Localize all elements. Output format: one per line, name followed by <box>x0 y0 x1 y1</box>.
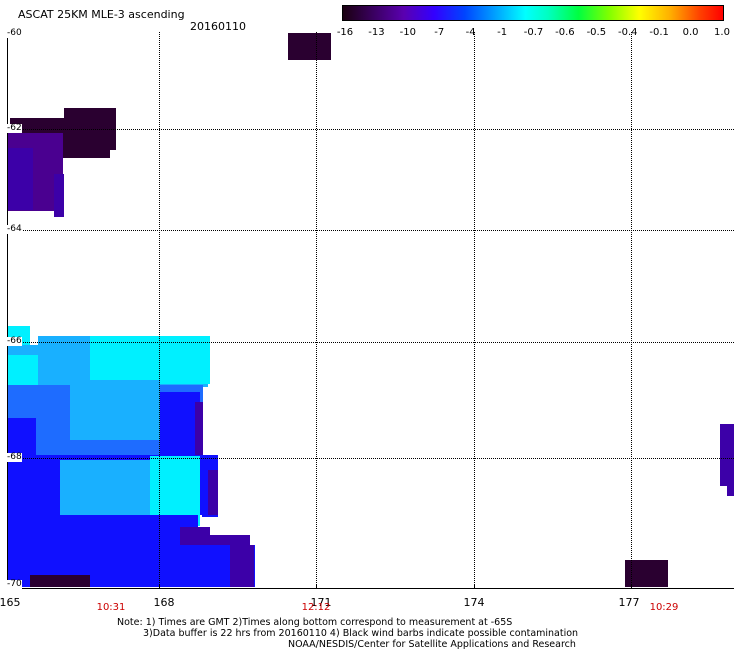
wind-cell <box>195 402 203 458</box>
colorbar-tick-label: -0.7 <box>523 27 544 38</box>
lat-label: -68 <box>7 452 22 462</box>
colorbar-tick-label: -0.4 <box>617 27 638 38</box>
lon-tick <box>474 585 475 589</box>
grid-line-lon-171 <box>316 32 317 589</box>
wind-cell <box>160 392 200 456</box>
time-label: 10:31 <box>96 602 126 613</box>
colorbar-tick-label: -16 <box>336 27 354 38</box>
time-label: 10:29 <box>649 602 679 613</box>
lon-label: 177 <box>618 596 640 609</box>
lat-label: -60 <box>7 28 22 38</box>
colorbar-tick-label: -0.5 <box>586 27 607 38</box>
grid-line-lat-62 <box>7 129 734 130</box>
colorbar <box>342 5 724 21</box>
time-label: 12:12 <box>301 602 331 613</box>
lon-label: 174 <box>463 596 485 609</box>
wind-cell <box>288 33 331 60</box>
colorbar-tick-label: -4 <box>465 27 476 38</box>
colorbar-tick-label: -1 <box>497 27 508 38</box>
lon-label: 168 <box>153 596 175 609</box>
lat-label: -62 <box>7 123 22 133</box>
wind-cell <box>54 174 64 217</box>
wind-cell <box>727 484 734 496</box>
colorbar-tick-label: -13 <box>368 27 385 38</box>
grid-line-lat-66 <box>7 342 734 343</box>
grid-line-lat-64 <box>7 230 734 231</box>
colorbar-tick-label: -7 <box>434 27 445 38</box>
footnote-line-2: 3)Data buffer is 22 hrs from 20160110 4)… <box>143 628 579 639</box>
lat-label: -70 <box>7 579 22 589</box>
lat-label: -64 <box>7 224 22 234</box>
wind-cell <box>625 560 668 587</box>
colorbar-tick-label: 0.0 <box>682 27 699 38</box>
footnote-line-1: Note: 1) Times are GMT 2)Times along bot… <box>117 617 513 628</box>
wind-cell <box>208 470 218 515</box>
colorbar-tick-label: -0.1 <box>649 27 669 38</box>
wind-cell <box>70 380 160 440</box>
grid-line-lat-68 <box>7 458 734 459</box>
grid-line-lon-174 <box>474 32 475 589</box>
wind-cell <box>30 575 90 587</box>
colorbar-tick-label: -0.6 <box>555 27 575 38</box>
chart-title: ASCAT 25KM MLE-3 ascending <box>18 8 185 21</box>
grid-line-lon-168 <box>159 32 160 589</box>
wind-cell <box>720 424 734 486</box>
map-plot-area <box>7 32 734 589</box>
chart-date: 20160110 <box>190 20 246 33</box>
lat-label: -66 <box>7 336 22 346</box>
wind-cell <box>160 456 190 471</box>
lon-label: 165 <box>0 596 21 609</box>
lon-tick <box>316 585 317 589</box>
wind-cell <box>8 148 33 210</box>
lon-label: 171 <box>310 596 332 609</box>
lon-tick <box>631 585 632 589</box>
grid-line-lon-177 <box>631 32 632 589</box>
wind-cell <box>90 336 210 384</box>
colorbar-tick-label: 1.0 <box>714 27 730 38</box>
colorbar-tick-label: -10 <box>399 27 416 38</box>
footnote-line-3: NOAA/NESDIS/Center for Satellite Applica… <box>288 639 576 650</box>
wind-cell <box>230 545 254 587</box>
lon-tick <box>159 585 160 589</box>
